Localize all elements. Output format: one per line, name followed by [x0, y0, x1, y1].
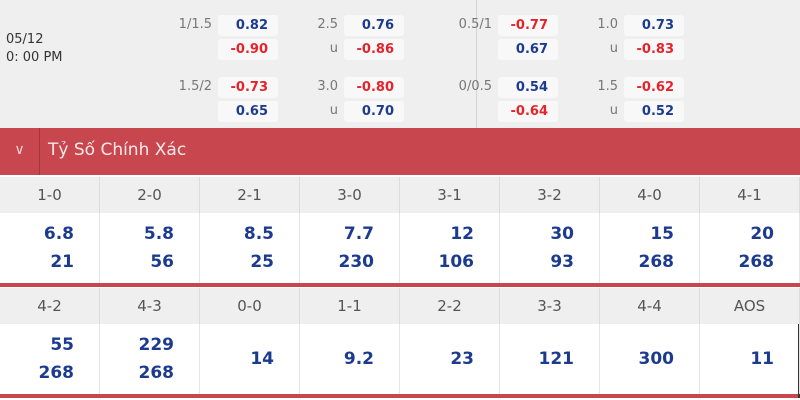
score-odds[interactable]: 15	[650, 224, 674, 244]
score-label: 2-2	[400, 288, 500, 324]
under-odds[interactable]: -0.83	[624, 39, 684, 60]
score-cell[interactable]: 14	[200, 324, 300, 394]
divider	[476, 0, 477, 128]
score-label: 1-1	[300, 288, 400, 324]
score-odds[interactable]: 30	[550, 224, 574, 244]
score-cell[interactable]: 6.8 21	[0, 213, 100, 283]
score-label: 0-0	[200, 288, 300, 324]
score-odds[interactable]: 230	[338, 252, 375, 272]
score-odds[interactable]: 268	[638, 252, 675, 272]
total-line: 1.5	[597, 79, 618, 94]
handicap-odds-away[interactable]: 0.65	[218, 101, 278, 122]
score-label: 3-1	[400, 177, 500, 213]
score-odds[interactable]: 11	[750, 349, 774, 369]
score-cell[interactable]: 5.8 56	[100, 213, 200, 283]
score-label: 4-0	[600, 177, 700, 213]
score-label: 3-0	[300, 177, 400, 213]
under-odds[interactable]: 0.52	[624, 101, 684, 122]
score-odds[interactable]: 268	[738, 252, 775, 272]
score-odds[interactable]: 5.8	[143, 224, 174, 244]
handicap-line: 0.5/1	[458, 17, 492, 32]
score-cell[interactable]: 12 106	[400, 213, 500, 283]
total-line: 1.0	[597, 17, 618, 32]
score-label: 1-0	[0, 177, 100, 213]
score-odds[interactable]: 23	[450, 349, 474, 369]
over-odds[interactable]: -0.80	[344, 77, 404, 98]
handicap-odds-away[interactable]: -0.64	[498, 101, 558, 122]
score-odds[interactable]: 56	[150, 252, 174, 272]
handicap-line: 1.5/2	[178, 79, 212, 94]
score-label: 3-3	[500, 288, 600, 324]
odds-panel: 05/12 0: 00 PM 1/1.5 0.82 -0.90 2.5 u 0.76 -0.…	[0, 0, 800, 128]
score-cell[interactable]: 229 268	[100, 324, 200, 394]
score-odds[interactable]: 93	[550, 252, 574, 272]
handicap-line: 1/1.5	[178, 17, 212, 32]
score-odds[interactable]: 21	[50, 252, 74, 272]
score-label: 4-2	[0, 288, 100, 324]
under-odds[interactable]: -0.86	[344, 39, 404, 60]
handicap-line: 0/0.5	[458, 79, 492, 94]
score-label: 2-1	[200, 177, 300, 213]
under-label: u	[329, 41, 338, 56]
total-line: 3.0	[317, 79, 338, 94]
score-cell[interactable]: 55 268	[0, 324, 100, 394]
score-cell[interactable]: 23	[400, 324, 500, 394]
score-odds[interactable]: 268	[38, 363, 75, 383]
score-odds[interactable]: 106	[438, 252, 475, 272]
score-label: AOS	[700, 288, 800, 324]
score-cell[interactable]: 300	[600, 324, 700, 394]
score-odds[interactable]: 7.7	[343, 224, 374, 244]
score-odds[interactable]: 121	[538, 349, 575, 369]
handicap-odds-home[interactable]: 0.54	[498, 77, 558, 98]
handicap-odds-away[interactable]: 0.67	[498, 39, 558, 60]
score-label: 4-3	[100, 288, 200, 324]
score-label: 2-0	[100, 177, 200, 213]
under-odds[interactable]: 0.70	[344, 101, 404, 122]
handicap-odds-home[interactable]: -0.73	[218, 77, 278, 98]
score-odds[interactable]: 6.8	[43, 224, 74, 244]
score-cell[interactable]: 7.7 230	[300, 213, 400, 283]
correct-score-block-1: 1-0 2-0 2-1 3-0 3-1 3-2 4-0 4-1 6.8 21 5.8 56 8.5 25 7…	[0, 177, 800, 287]
score-cell[interactable]: 30 93	[500, 213, 600, 283]
divider	[0, 394, 798, 398]
over-odds[interactable]: -0.62	[624, 77, 684, 98]
chevron-down-icon[interactable]: ∨	[0, 128, 40, 175]
score-label: 4-1	[700, 177, 800, 213]
handicap-odds-home[interactable]: -0.77	[498, 15, 558, 36]
correct-score-block-2: 4-2 4-3 0-0 1-1 2-2 3-3 4-4 AOS 55 268 229 268 14 9.2…	[0, 288, 800, 398]
score-cell[interactable]: 9.2	[300, 324, 400, 394]
score-odds[interactable]: 8.5	[243, 224, 274, 244]
score-odds[interactable]: 14	[250, 349, 274, 369]
score-cell[interactable]: 11	[700, 324, 800, 394]
score-odds[interactable]: 12	[450, 224, 474, 244]
score-cell[interactable]: 121	[500, 324, 600, 394]
score-odds[interactable]: 20	[750, 224, 774, 244]
score-odds[interactable]: 55	[50, 335, 74, 355]
score-odds[interactable]: 229	[138, 335, 175, 355]
score-odds[interactable]: 268	[138, 363, 175, 383]
divider	[0, 283, 800, 287]
score-odds[interactable]: 25	[250, 252, 274, 272]
match-time: 0: 00 PM	[6, 50, 63, 65]
score-cell[interactable]: 15 268	[600, 213, 700, 283]
handicap-odds-away[interactable]: -0.90	[218, 39, 278, 60]
under-label: u	[609, 103, 618, 118]
section-title: Tỷ Số Chính Xác	[48, 140, 187, 160]
section-header[interactable]: ∨ Tỷ Số Chính Xác	[0, 128, 800, 175]
score-label: 4-4	[600, 288, 700, 324]
handicap-odds-home[interactable]: 0.82	[218, 15, 278, 36]
match-datetime: 05/12 0: 00 PM	[6, 31, 63, 67]
score-odds[interactable]: 300	[638, 349, 675, 369]
under-label: u	[329, 103, 338, 118]
score-odds[interactable]: 9.2	[343, 349, 374, 369]
over-odds[interactable]: 0.73	[624, 15, 684, 36]
under-label: u	[609, 41, 618, 56]
over-odds[interactable]: 0.76	[344, 15, 404, 36]
total-line: 2.5	[317, 17, 338, 32]
match-date: 05/12	[6, 32, 44, 47]
score-label: 3-2	[500, 177, 600, 213]
score-cell[interactable]: 20 268	[700, 213, 800, 283]
score-cell[interactable]: 8.5 25	[200, 213, 300, 283]
